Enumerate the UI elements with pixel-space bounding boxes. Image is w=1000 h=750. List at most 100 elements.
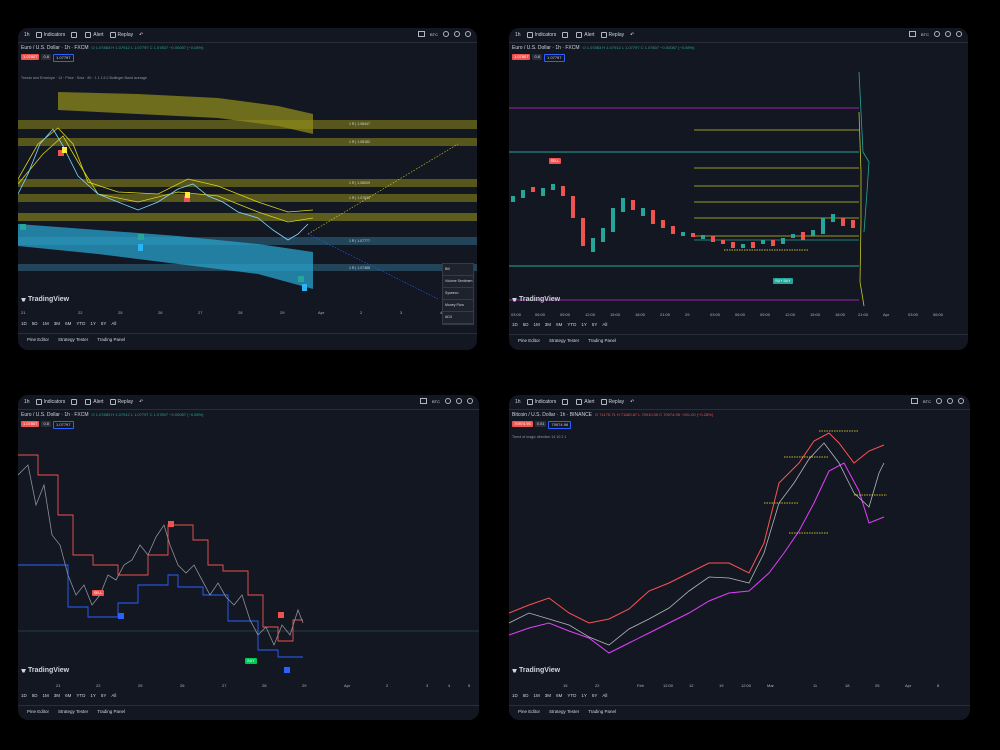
indicators-button[interactable]: Indicators xyxy=(35,399,65,405)
sell-price[interactable]: 70974.95 xyxy=(512,421,533,427)
indicator-item[interactable]: Bill xyxy=(443,264,473,276)
buy-price[interactable]: 1.07797 xyxy=(53,421,74,429)
range-6m[interactable]: 6M xyxy=(65,693,72,698)
fullscreen-icon[interactable] xyxy=(418,31,425,37)
timeframe-button[interactable]: 1h xyxy=(515,32,521,38)
range-5d[interactable]: 5D xyxy=(522,322,529,327)
indicators-button[interactable]: Indicators xyxy=(526,399,556,405)
range-all[interactable]: All xyxy=(111,321,117,326)
replay-button[interactable]: Replay xyxy=(600,399,624,405)
symbol-title[interactable]: Euro / U.S. Dollar · 1h · FXCM O 1.07883 … xyxy=(21,412,204,418)
camera-icon[interactable] xyxy=(454,31,460,37)
range-ytd[interactable]: YTD xyxy=(567,693,577,698)
camera-icon[interactable] xyxy=(947,398,953,404)
tab-trading-panel[interactable]: Trading Panel xyxy=(97,708,126,714)
range-5y[interactable]: 5Y xyxy=(591,322,598,327)
tab-pine-editor[interactable]: Pine Editor xyxy=(518,708,541,714)
publish-icon[interactable] xyxy=(956,31,962,37)
symbol-title[interactable]: Bitcoin / U.S. Dollar · 1h · BINANCE O 71… xyxy=(512,412,714,418)
layout-button[interactable] xyxy=(562,399,570,405)
layout-button[interactable] xyxy=(562,32,570,38)
tab-pine-editor[interactable]: Pine Editor xyxy=(518,337,541,343)
range-5d[interactable]: 5D xyxy=(522,693,529,698)
publish-icon[interactable] xyxy=(958,398,964,404)
range-1d[interactable]: 1D xyxy=(21,693,27,698)
range-all[interactable]: All xyxy=(111,693,117,698)
range-5y[interactable]: 5Y xyxy=(591,693,598,698)
buy-price[interactable]: 70974.96 xyxy=(548,421,572,429)
tab-pine-editor[interactable]: Pine Editor xyxy=(27,708,50,714)
publish-icon[interactable] xyxy=(465,31,471,37)
timeframe-button[interactable]: 1h xyxy=(24,32,30,38)
range-3m[interactable]: 3M xyxy=(544,322,552,327)
indicator-item[interactable]: Volume Sentimen xyxy=(443,276,473,288)
indicator-item[interactable]: Money Flow xyxy=(443,300,473,312)
undo-button[interactable]: ↶ xyxy=(139,32,144,38)
indicator-item[interactable]: ADX xyxy=(443,312,473,324)
indicator-legend[interactable]: Trends and Envelope · 14 · Price · Sma ·… xyxy=(21,76,147,80)
buy-price[interactable]: 1.07797 xyxy=(53,54,74,62)
range-6m[interactable]: 6M xyxy=(65,321,72,326)
tab-strategy-tester[interactable]: Strategy Tester xyxy=(549,337,580,343)
alert-button[interactable]: Alert xyxy=(85,32,104,38)
range-1m[interactable]: 1M xyxy=(533,322,540,327)
camera-icon[interactable] xyxy=(945,31,951,37)
sell-price[interactable]: 1.07807 xyxy=(21,421,40,427)
alert-button[interactable]: Alert xyxy=(576,32,595,38)
settings-icon[interactable] xyxy=(936,398,942,404)
sell-price[interactable]: 1.07807 xyxy=(21,54,40,60)
range-5y[interactable]: 5Y xyxy=(100,321,107,326)
range-6m[interactable]: 6M xyxy=(556,693,563,698)
range-6m[interactable]: 6M xyxy=(556,322,563,327)
symbol-title[interactable]: Euro / U.S. Dollar · 1h · FXCM O 1.07883 … xyxy=(512,45,695,51)
undo-button[interactable]: ↶ xyxy=(630,399,635,405)
settings-icon[interactable] xyxy=(445,398,451,404)
undo-button[interactable]: ↶ xyxy=(139,399,144,405)
range-ytd[interactable]: YTD xyxy=(76,693,86,698)
time-axis[interactable]: 21 22 25 26 27 28 29 Apr 2 3 4 xyxy=(21,310,443,315)
tab-trading-panel[interactable]: Trading Panel xyxy=(97,336,126,342)
range-ytd[interactable]: YTD xyxy=(567,322,577,327)
timeframe-button[interactable]: 1h xyxy=(515,399,521,405)
time-axis[interactable]: 21 22 25 26 27 28 29 Apr 2 3 4 5 xyxy=(56,683,471,688)
range-3m[interactable]: 3M xyxy=(53,321,61,326)
fullscreen-icon[interactable] xyxy=(911,398,918,404)
publish-icon[interactable] xyxy=(467,398,473,404)
layout-button[interactable] xyxy=(71,32,79,38)
range-1d[interactable]: 1D xyxy=(512,322,518,327)
layout-button[interactable] xyxy=(71,399,79,405)
tab-strategy-tester[interactable]: Strategy Tester xyxy=(58,708,89,714)
tab-trading-panel[interactable]: Trading Panel xyxy=(588,337,617,343)
symbol-tag[interactable]: BTC xyxy=(430,31,438,37)
range-all[interactable]: All xyxy=(602,693,608,698)
range-all[interactable]: All xyxy=(602,322,608,327)
time-axis[interactable]: 15 22 Feb 12:00 12 19 12:00 Mar 11 18 25… xyxy=(563,683,940,688)
range-5y[interactable]: 5Y xyxy=(100,693,107,698)
time-axis[interactable]: 03:00 06:00 09:00 12:00 15:00 18:00 21:0… xyxy=(511,312,944,317)
indicator-item[interactable]: Syseeco xyxy=(443,288,473,300)
timeframe-button[interactable]: 1h xyxy=(24,399,30,405)
tab-strategy-tester[interactable]: Strategy Tester xyxy=(549,708,580,714)
fullscreen-icon[interactable] xyxy=(909,31,916,37)
range-1y[interactable]: 1Y xyxy=(581,693,587,698)
indicator-legend[interactable]: Trend of magic direction 14 10 2 1 xyxy=(512,435,567,439)
range-1m[interactable]: 1M xyxy=(42,693,49,698)
indicators-button[interactable]: Indicators xyxy=(526,32,556,38)
tab-strategy-tester[interactable]: Strategy Tester xyxy=(58,336,89,342)
range-5d[interactable]: 5D xyxy=(31,693,38,698)
symbol-tag[interactable]: BTC xyxy=(921,31,929,37)
range-1d[interactable]: 1D xyxy=(512,693,518,698)
alert-button[interactable]: Alert xyxy=(576,399,595,405)
tab-pine-editor[interactable]: Pine Editor xyxy=(27,336,50,342)
symbol-tag[interactable]: BTC xyxy=(432,398,440,404)
undo-button[interactable]: ↶ xyxy=(630,32,635,38)
indicators-button[interactable]: Indicators xyxy=(35,32,65,38)
fullscreen-icon[interactable] xyxy=(420,398,427,404)
range-1m[interactable]: 1M xyxy=(533,693,540,698)
range-1m[interactable]: 1M xyxy=(42,321,49,326)
replay-button[interactable]: Replay xyxy=(109,32,133,38)
range-1y[interactable]: 1Y xyxy=(581,322,587,327)
range-1d[interactable]: 1D xyxy=(21,321,27,326)
range-1y[interactable]: 1Y xyxy=(90,321,96,326)
range-3m[interactable]: 3M xyxy=(544,693,552,698)
